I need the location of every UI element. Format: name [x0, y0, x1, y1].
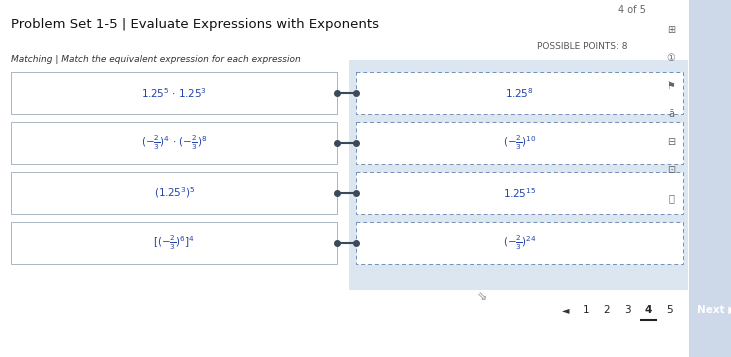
FancyBboxPatch shape	[690, 297, 731, 323]
Text: 5: 5	[666, 305, 673, 315]
Text: [($-\frac{2}{3}$)$^{6}$]$^{4}$: [($-\frac{2}{3}$)$^{6}$]$^{4}$	[154, 234, 195, 252]
Text: ⤢: ⤢	[668, 193, 674, 203]
Text: ($-\frac{2}{3}$)$^{10}$: ($-\frac{2}{3}$)$^{10}$	[503, 134, 537, 152]
Bar	[11, 72, 338, 114]
Text: Matching | Match the equivalent expression for each expression: Matching | Match the equivalent expressi…	[11, 55, 301, 64]
Text: 3: 3	[624, 305, 631, 315]
Bar	[11, 122, 338, 164]
Text: ⊟: ⊟	[667, 137, 675, 147]
Text: ◄: ◄	[561, 305, 569, 315]
Text: 1.25$^{8}$: 1.25$^{8}$	[505, 86, 534, 100]
Text: ①: ①	[667, 53, 675, 63]
Bar	[356, 122, 683, 164]
Text: ($-\frac{2}{3}$)$^{4}$ $\cdot$ ($-\frac{2}{3}$)$^{8}$: ($-\frac{2}{3}$)$^{4}$ $\cdot$ ($-\frac{…	[141, 134, 208, 152]
Text: 1: 1	[583, 305, 589, 315]
Bar	[356, 72, 683, 114]
Text: ⇒: ⇒	[472, 288, 489, 305]
Text: Next ▶: Next ▶	[697, 305, 731, 315]
Text: 4 of 5: 4 of 5	[618, 5, 645, 15]
Bar	[11, 222, 338, 264]
Text: 4: 4	[645, 305, 652, 315]
Bar	[11, 172, 338, 214]
Text: 1.25$^{5}$ $\cdot$ 1.25$^{3}$: 1.25$^{5}$ $\cdot$ 1.25$^{3}$	[141, 86, 208, 100]
Text: (1.25$^{3}$)$^{5}$: (1.25$^{3}$)$^{5}$	[154, 186, 195, 200]
Text: Problem Set 1-5 | Evaluate Expressions with Exponents: Problem Set 1-5 | Evaluate Expressions w…	[11, 18, 379, 31]
Text: ⊞: ⊞	[667, 25, 675, 35]
Text: 2: 2	[604, 305, 610, 315]
Bar	[356, 172, 683, 214]
Bar	[356, 222, 683, 264]
Bar	[349, 60, 688, 290]
Text: 1.25$^{15}$: 1.25$^{15}$	[503, 186, 537, 200]
Text: ⊡: ⊡	[667, 165, 675, 175]
Text: POSSIBLE POINTS: 8: POSSIBLE POINTS: 8	[537, 42, 628, 51]
Text: ā: ā	[668, 109, 674, 119]
Text: ⚑: ⚑	[667, 81, 675, 91]
Text: ($-\frac{2}{3}$)$^{24}$: ($-\frac{2}{3}$)$^{24}$	[503, 234, 537, 252]
